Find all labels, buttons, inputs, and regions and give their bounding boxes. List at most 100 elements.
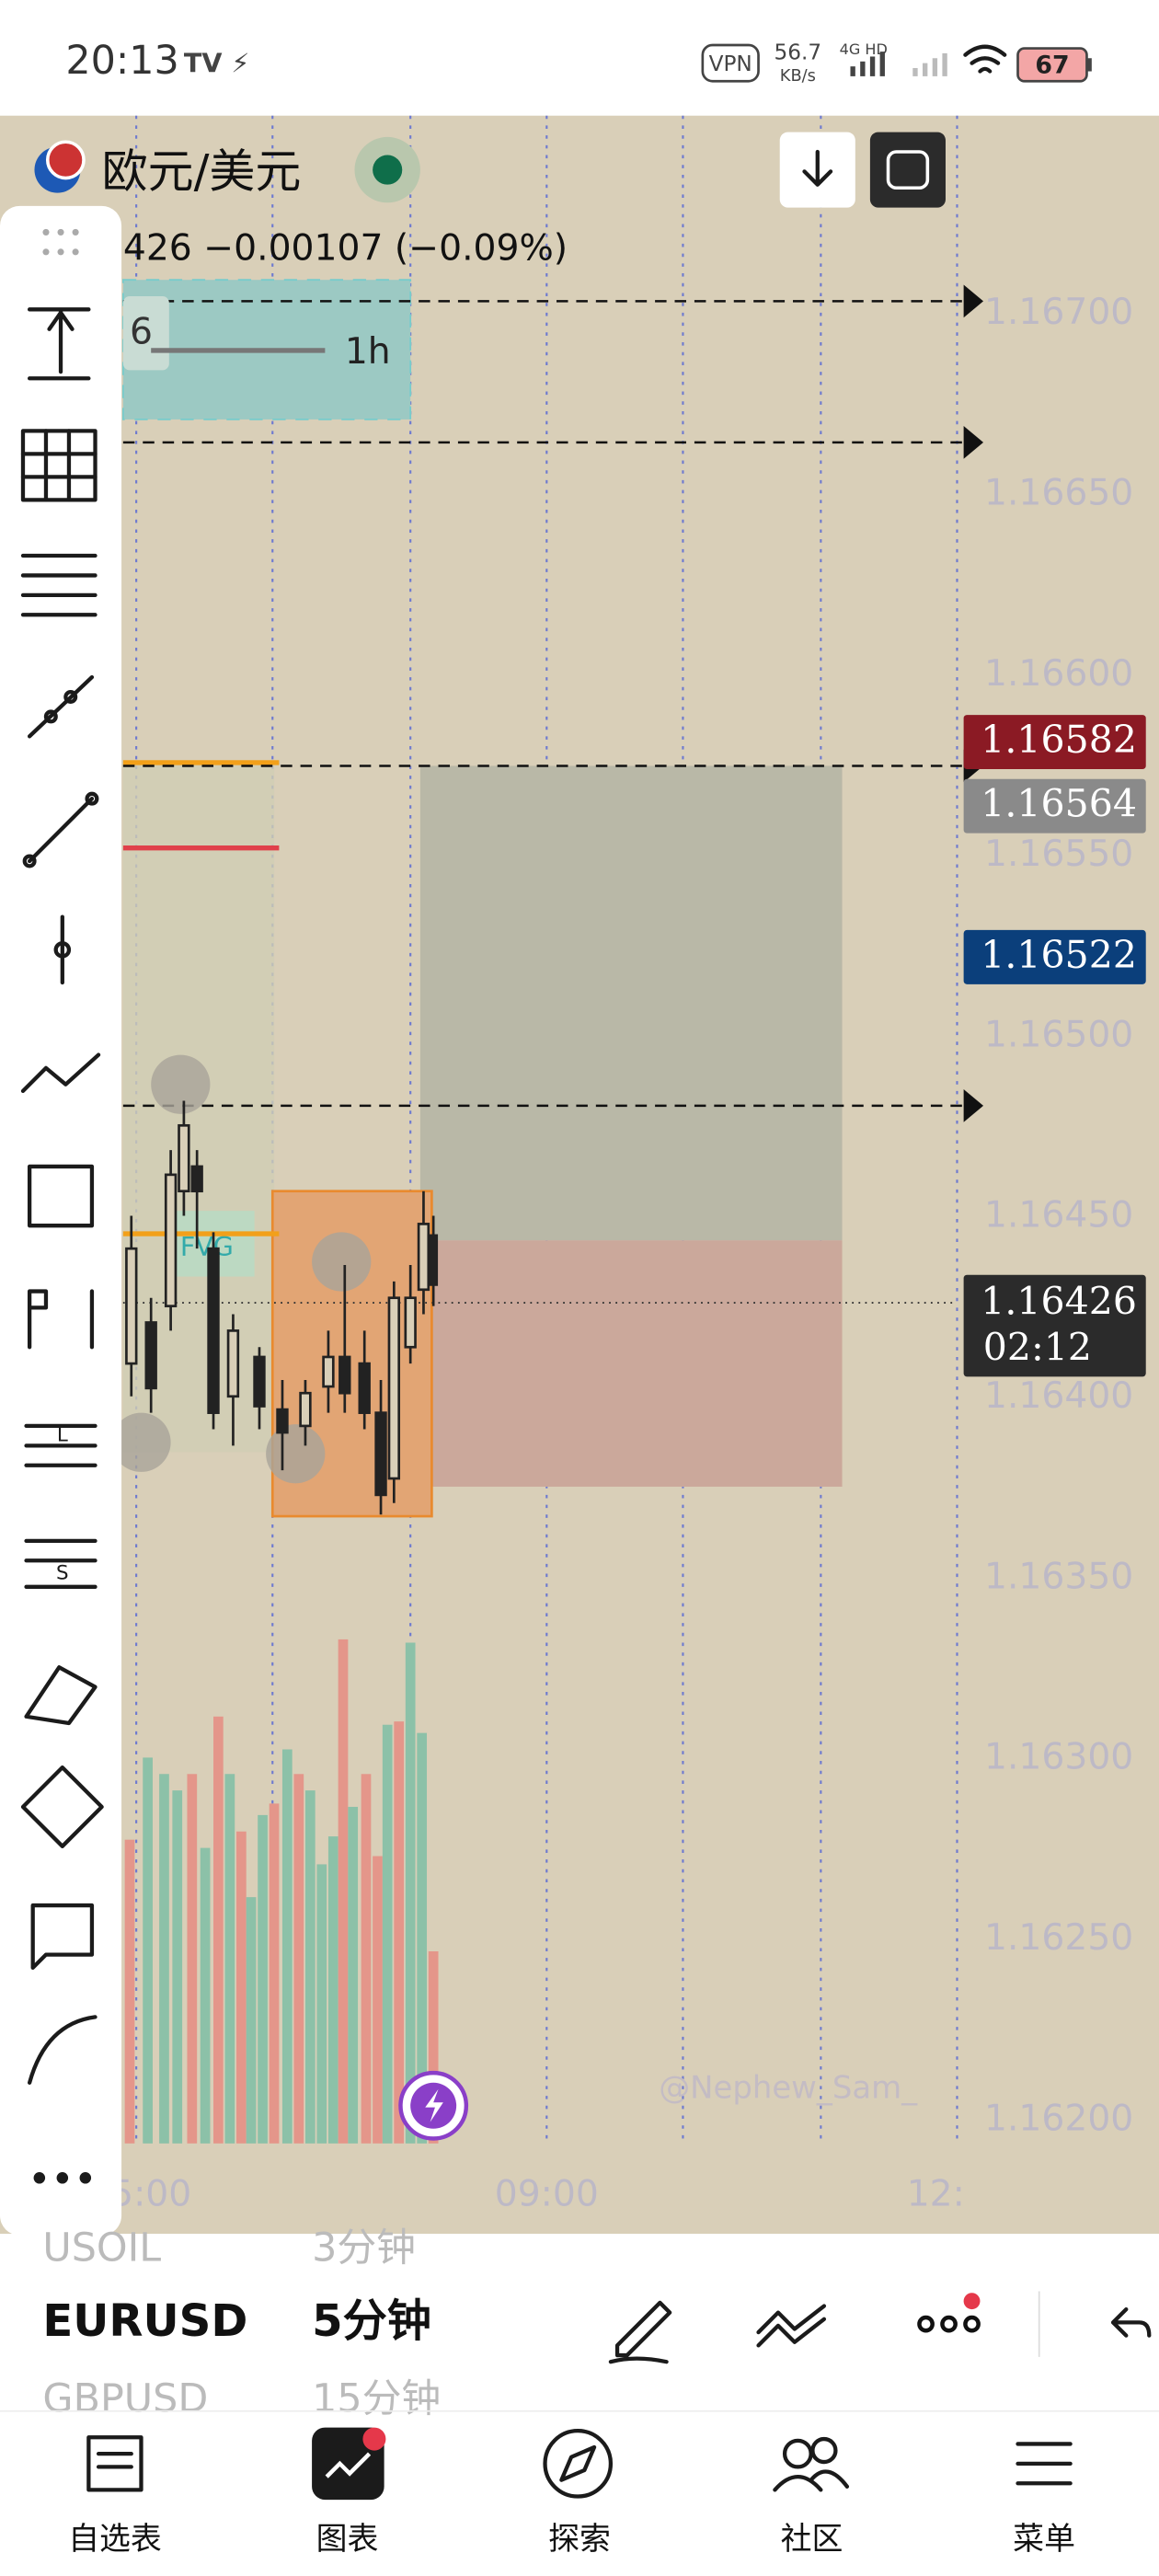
text-shape: TV ⚡: [184, 47, 250, 78]
rect-shape: [164, 1173, 178, 1307]
rect-shape: [886, 150, 930, 190]
rect-shape: [322, 1355, 335, 1388]
time-label: 09:00: [495, 2173, 599, 2214]
rect-shape: [879, 52, 885, 76]
g-shape: [125, 1100, 439, 1515]
time-label: 5:00: [110, 2173, 191, 2214]
rect-shape: [144, 1321, 157, 1390]
rect-shape: [417, 1223, 430, 1292]
rect-shape: [304, 1790, 316, 2144]
countdown: 02:12: [983, 1325, 1092, 1369]
tool-icons[interactable]: L S: [20, 307, 104, 2184]
path-shape: [20, 1052, 101, 1093]
path-shape: [963, 44, 1007, 74]
rect-shape: [387, 1296, 401, 1480]
circle-shape: [57, 248, 64, 256]
path-shape: [608, 2300, 672, 2364]
path-shape: [325, 2452, 372, 2478]
g-shape: [135, 115, 958, 2144]
rect-shape: [850, 66, 855, 76]
watchlist-interval[interactable]: 3分钟: [312, 2225, 416, 2271]
watchlist-symbol[interactable]: GBPUSD: [42, 2376, 208, 2422]
nav-label[interactable]: 探索: [548, 2521, 611, 2557]
circle-shape: [373, 155, 403, 185]
rect-shape: [207, 1247, 220, 1414]
rect-shape: [382, 1724, 393, 2144]
path-shape: [86, 2435, 143, 2492]
rect-shape: [358, 1362, 371, 1414]
fvg-label: FVG: [180, 1231, 234, 1262]
circle-shape: [111, 1412, 171, 1472]
rect-shape: [427, 1234, 439, 1286]
last-price-tag: 1.16426: [981, 1279, 1137, 1323]
circle-shape: [362, 2427, 386, 2451]
g-shape: [33, 2172, 92, 2184]
rect-shape: [178, 1123, 190, 1193]
price-label: 1.16350: [984, 1556, 1133, 1597]
watchlist-interval[interactable]: 15分钟: [312, 2376, 441, 2422]
watchlist-interval[interactable]: 5分钟: [312, 2295, 431, 2347]
price-label: 1.16200: [984, 2098, 1133, 2139]
path-shape: [27, 1289, 95, 1350]
rect-shape: [404, 1296, 417, 1349]
path-shape: [1110, 2306, 1152, 2338]
interval-badge: 6: [130, 312, 153, 353]
price-label: 1.16550: [984, 834, 1133, 875]
watchlist-symbol[interactable]: EURUSD: [42, 2295, 247, 2347]
circle-shape: [266, 1424, 326, 1484]
rect-shape: [394, 1721, 405, 2144]
circle-shape: [42, 228, 50, 236]
circle-shape: [22, 854, 37, 868]
price-change: 426 −0.00107 (−0.09%): [123, 228, 568, 270]
watermark: @Nephew_Sam_: [659, 2069, 918, 2105]
circle-shape: [85, 791, 99, 806]
fullscreen-button[interactable]: [869, 132, 946, 208]
price-tag: 1.16522: [981, 933, 1137, 977]
rect-shape: [374, 1411, 387, 1497]
rect-shape: [27, 1164, 95, 1228]
price-label: 1.16400: [984, 1375, 1133, 1417]
path-shape: [27, 307, 91, 381]
g-shape: [917, 2315, 981, 2333]
circle-shape: [917, 2315, 935, 2333]
circle-shape: [963, 2315, 981, 2333]
text-shape: L: [57, 1424, 68, 1447]
rect-shape: [963, 1274, 1146, 1377]
price-label: 1.16700: [984, 292, 1133, 333]
path-shape: [425, 2088, 443, 2122]
path-shape: [27, 674, 95, 739]
circle-shape: [543, 2429, 614, 2499]
circle-shape: [53, 941, 72, 959]
path-shape: [27, 797, 95, 864]
path-shape: [20, 429, 98, 502]
rect-shape: [187, 1774, 198, 2144]
nav-label[interactable]: 社区: [781, 2521, 843, 2557]
path-shape: [27, 2015, 98, 2085]
price-tag: 1.16564: [981, 782, 1137, 826]
rect-shape: [269, 1803, 280, 2144]
rect-shape: [143, 1757, 153, 2144]
circle-shape: [810, 2436, 838, 2465]
circle-shape: [33, 2172, 46, 2184]
nav-label[interactable]: 自选表: [68, 2521, 162, 2557]
path-shape: [30, 1903, 95, 1971]
path-shape: [559, 2444, 597, 2482]
rect-shape: [124, 1839, 135, 2144]
nav-label[interactable]: 菜单: [1013, 2521, 1075, 2557]
rect-shape: [348, 1806, 359, 2144]
text-shape: S: [56, 1562, 69, 1585]
symbol-title[interactable]: 欧元/美元: [102, 144, 302, 198]
price-label: 1.16650: [984, 472, 1133, 513]
rect-shape: [327, 1836, 339, 2144]
watchlist-symbol[interactable]: USOIL: [42, 2225, 161, 2271]
rect-shape: [869, 56, 876, 76]
circle-shape: [57, 228, 64, 236]
nav-label[interactable]: 图表: [316, 2521, 379, 2557]
vpn-icon: VPN: [709, 52, 752, 76]
rect-shape: [226, 1329, 240, 1398]
price-label: 1.16250: [984, 1917, 1133, 1959]
rect-shape: [963, 778, 1146, 834]
rect-shape: [1086, 58, 1092, 72]
